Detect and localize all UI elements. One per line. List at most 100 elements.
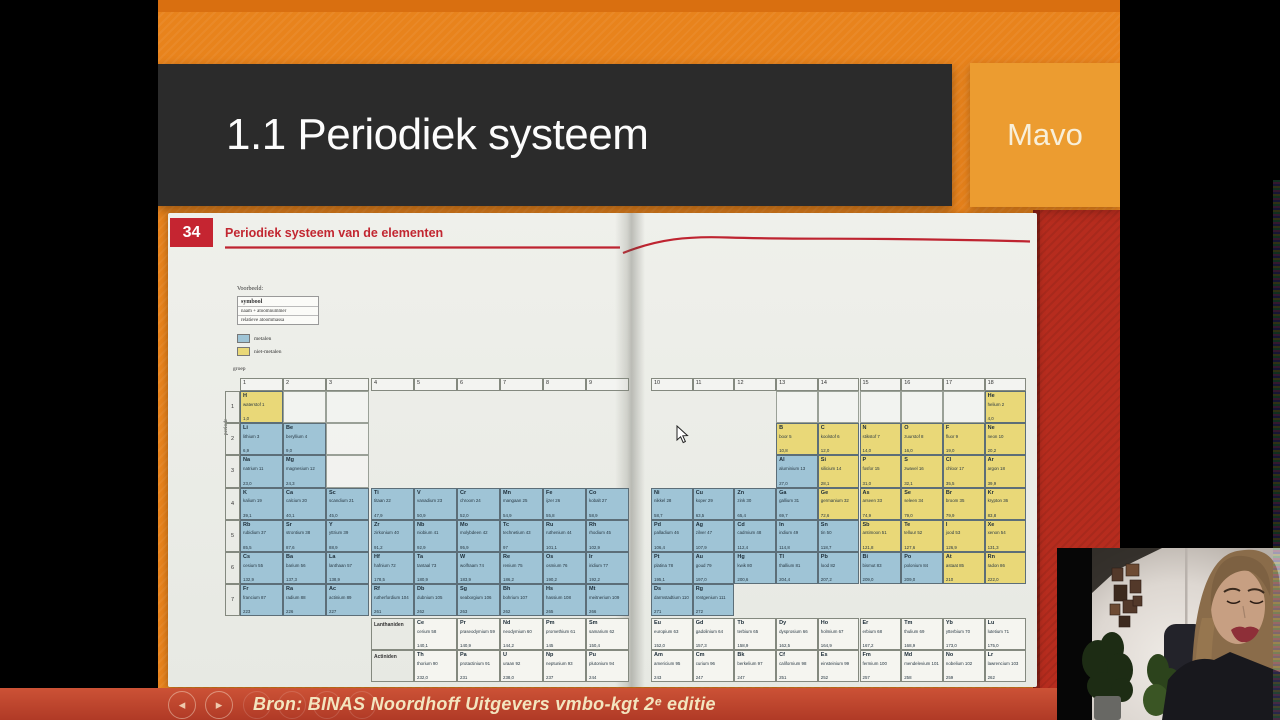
cell-Os: Os osmium 76 190,2 xyxy=(543,552,586,585)
cell-Ru: Ru ruthenium 44 101,1 xyxy=(543,519,586,552)
group-header-17: 17 xyxy=(942,378,985,391)
group-header-10: 10 xyxy=(651,378,693,391)
cell-Sr: Sr strontium 38 87,6 xyxy=(283,519,326,552)
cell-Sg: Sg seaborgium 106 263 xyxy=(457,584,500,617)
cell-Bi: Bi bismut 83 209,0 xyxy=(859,552,902,585)
cell-Pa: Pa protactinium 91 231 xyxy=(457,650,500,682)
group-header-3: 3 xyxy=(326,378,369,391)
cell-Eu: Eu europium 63 152,0 xyxy=(651,618,693,650)
cell-Sb: Sb antimoon 51 121,8 xyxy=(859,519,902,552)
book-scan: 34 Periodiek systeem van de elementen Vo… xyxy=(168,213,1037,687)
cell-Ce: Ce cerium 58 140,1 xyxy=(414,618,457,650)
annotation-tool-button[interactable] xyxy=(278,691,306,719)
cell-Ga: Ga gallium 31 69,7 xyxy=(776,487,818,520)
cell-Ag: Ag zilver 47 107,9 xyxy=(692,519,735,552)
cell-Fm: Fm fermium 100 257 xyxy=(859,650,902,682)
period-number-6: 6 xyxy=(225,552,240,585)
cell-Nb: Nb niobium 41 92,9 xyxy=(414,519,457,552)
cell-Mn: Mn mangaan 25 54,9 xyxy=(500,487,543,520)
cell-Tc: Tc technetium 43 97 xyxy=(500,519,543,552)
level-badge: Mavo xyxy=(970,63,1120,207)
prev-slide-button[interactable]: ◂ xyxy=(168,691,196,719)
cell-Er: Er erbium 68 167,2 xyxy=(859,618,902,650)
cell-Bk: Bk berkelium 97 247 xyxy=(734,650,777,682)
level-badge-label: Mavo xyxy=(1007,117,1083,152)
cell-Ni: Ni nikkel 28 58,7 xyxy=(651,487,693,520)
cell-Hs: Hs hassium 108 265 xyxy=(543,584,586,617)
metal-color-swatch xyxy=(237,334,250,343)
cell-Mg: Mg magnesium 12 24,3 xyxy=(283,455,326,488)
empty-cell xyxy=(942,391,985,424)
cell-Ra: Ra radium 88 226 xyxy=(283,584,326,617)
webcam-overlay xyxy=(1057,548,1280,720)
cell-Cr: Cr chroom 24 52,0 xyxy=(457,487,500,520)
cell-Fr: Fr francium 87 223 xyxy=(240,584,283,617)
cell-Bh: Bh bohrium 107 262 xyxy=(500,584,543,617)
next-slide-button[interactable]: ▸ xyxy=(205,691,233,719)
example-mass-row: relatieve atoommassa xyxy=(238,315,318,324)
cell-Kr: Kr krypton 36 83,8 xyxy=(984,487,1027,520)
video-noise-strip xyxy=(1273,180,1280,720)
cell-Co: Co kobalt 27 58,9 xyxy=(586,487,629,520)
cell-Ba: Ba barium 56 137,3 xyxy=(283,552,326,585)
annotation-tool-button[interactable] xyxy=(243,691,271,719)
cell-Pt: Pt platina 78 195,1 xyxy=(651,552,693,585)
example-symbol-row: symbool xyxy=(241,298,263,305)
cell-Dy: Dy dysprosium 66 162,5 xyxy=(776,618,818,650)
group-header-13: 13 xyxy=(776,378,818,391)
cell-Tm: Tm thulium 69 168,9 xyxy=(901,618,943,650)
series-label: Lanthaniden xyxy=(371,618,414,650)
cell-Ta: Ta tantaal 73 180,9 xyxy=(414,552,457,585)
cell-Rb: Rb rubidium 37 85,5 xyxy=(240,519,283,552)
cell-Ge: Ge germanium 32 72,6 xyxy=(817,487,860,520)
group-header-18: 18 xyxy=(984,378,1027,391)
slide-title: 1.1 Periodiek systeem xyxy=(226,110,649,159)
annotation-tool-button[interactable] xyxy=(313,691,341,719)
cell-Pr: Pr praseodymium 59 140,9 xyxy=(457,618,500,650)
example-label: Voorbeeld: xyxy=(237,286,264,292)
cell-Db: Db dubnium 105 262 xyxy=(414,584,457,617)
mouse-cursor xyxy=(676,425,689,444)
cell-Ar: Ar argon 18 39,9 xyxy=(984,455,1027,488)
cell-Al: Al aluminium 13 27,0 xyxy=(776,455,818,488)
cell-Fe: Fe ijzer 26 55,8 xyxy=(543,487,586,520)
title-banner: 1.1 Periodiek systeem xyxy=(158,64,952,206)
cell-Pb: Pb lood 82 207,2 xyxy=(817,552,860,585)
cell-Yb: Yb ytterbium 70 173,0 xyxy=(942,618,985,650)
empty-cell xyxy=(901,391,943,424)
group-axis-label: groep xyxy=(233,366,246,372)
cell-No: No nobelium 102 259 xyxy=(942,650,985,682)
cell-La: La lanthaan 57 138,9 xyxy=(326,552,369,585)
cell-Au: Au goud 79 197,0 xyxy=(692,552,735,585)
annotation-tool-button[interactable] xyxy=(348,691,376,719)
cell-At: At astaat 85 210 xyxy=(942,552,985,585)
group-header-11: 11 xyxy=(692,378,735,391)
group-header-6: 6 xyxy=(457,378,500,391)
cell-Gd: Gd gadolinium 64 157,3 xyxy=(692,618,735,650)
cell-Po: Po polonium 84 209,0 xyxy=(901,552,943,585)
period-number-1: 1 xyxy=(225,391,240,424)
cell-Sn: Sn tin 50 118,7 xyxy=(817,519,860,552)
example-box: symbool naam + atoomnummer relatieve ato… xyxy=(237,296,319,325)
empty-cell xyxy=(817,391,860,424)
cell-Li: Li lithium 3 6,9 xyxy=(240,423,283,456)
group-header-14: 14 xyxy=(817,378,860,391)
cell-Mo: Mo molybdeen 42 95,9 xyxy=(457,519,500,552)
source-caption: Bron: BINAS Noordhoff Uitgevers vmbo-kgt… xyxy=(253,693,716,714)
slide-top-band xyxy=(158,0,1120,12)
cell-Pd: Pd palladium 46 106,4 xyxy=(651,519,693,552)
cell-Cu: Cu koper 29 63,5 xyxy=(692,487,735,520)
cell-Tl: Tl thallium 81 204,4 xyxy=(776,552,818,585)
group-header-9: 9 xyxy=(586,378,629,391)
cell-Np: Np neptunium 93 237 xyxy=(543,650,586,682)
book-title: Periodiek systeem van de elementen xyxy=(225,226,444,240)
nonmetal-legend-label: niet-metalen xyxy=(254,348,282,355)
cell-Lr: Lr lawrencium 103 262 xyxy=(984,650,1027,682)
group-header-5: 5 xyxy=(414,378,457,391)
